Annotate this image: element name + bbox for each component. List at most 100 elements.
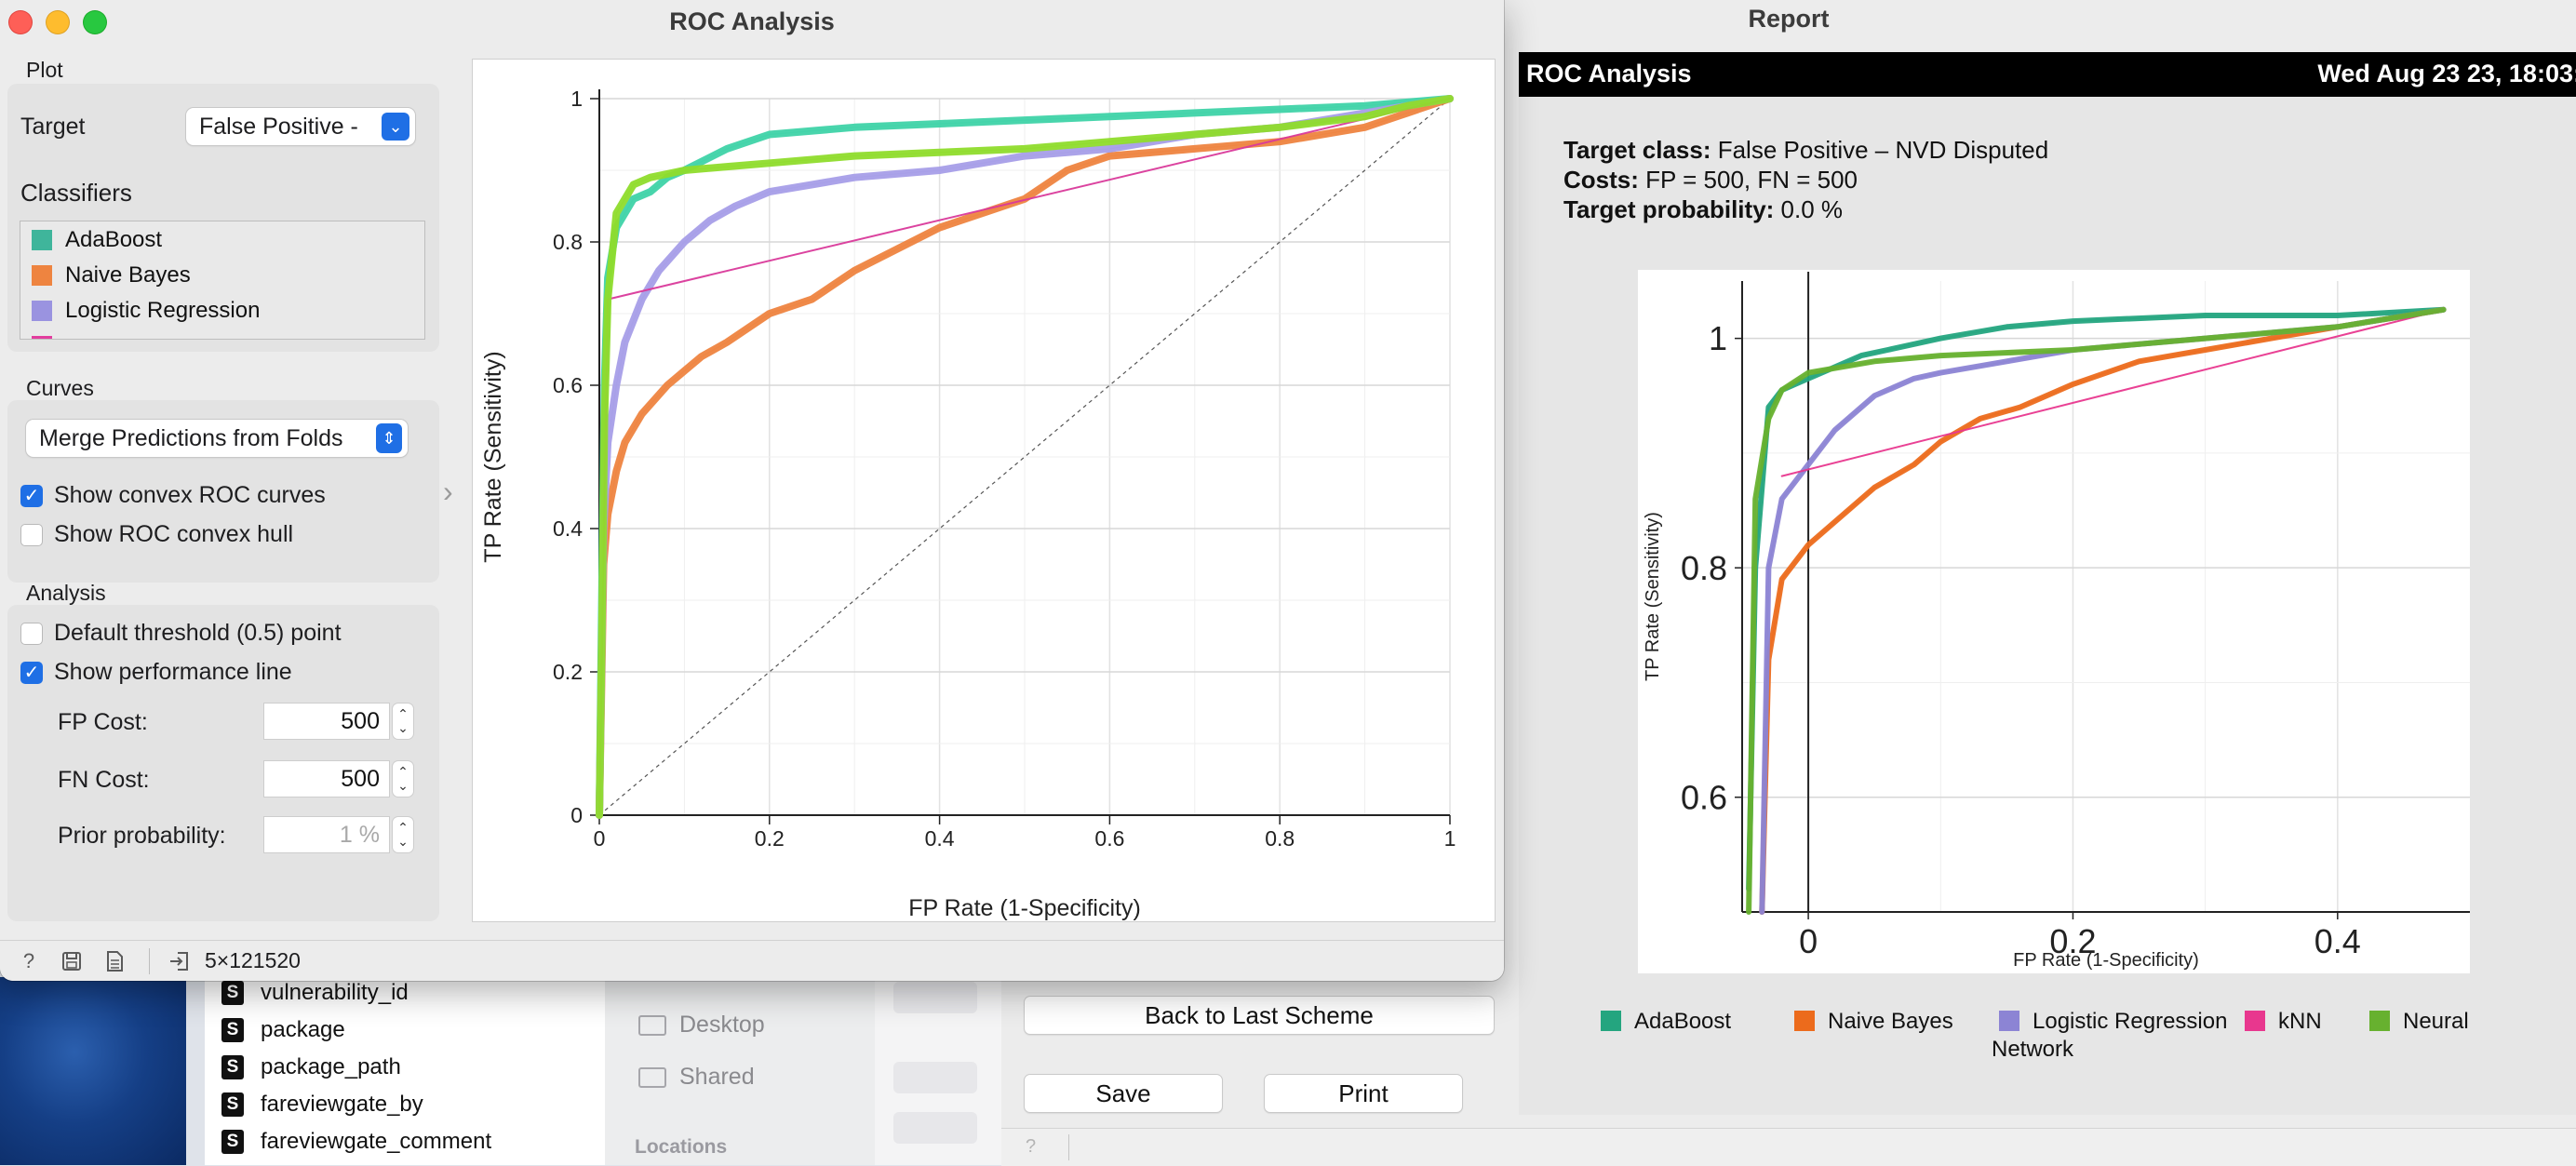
convex-roc-line [1761,309,2444,913]
string-type-icon: S [221,1055,244,1079]
close-window-button[interactable] [9,11,32,34]
curves-merge-combo[interactable]: Merge Predictions from Folds ⇕ [26,420,408,457]
report-statusbar: ? [1001,1128,2576,1166]
y-tick-label: 1 [570,87,583,111]
stepper-down-icon: ⌄ [397,778,409,793]
fp-cost-input[interactable]: 500 [264,704,389,739]
back-to-last-scheme-button[interactable]: Back to Last Scheme [1024,996,1495,1035]
stepper-down-icon: ⌄ [397,834,409,849]
chevron-down-icon: ⌄ [382,113,409,141]
stepper-up-icon: ⌃ [397,820,409,835]
color-swatch [32,336,52,339]
roc-statusbar: ? 5×121520 [0,940,1504,981]
legend-swatch [2245,1011,2265,1031]
report-body: Target class: False Positive – NVD Dispu… [1519,97,2576,1115]
fn-cost-label: FN Cost: [58,767,150,793]
legend-swatch [1794,1011,1815,1031]
legend-swatch [1999,1011,2019,1031]
help-icon[interactable]: ? [1026,1136,1037,1157]
x-tick-label: 1 [1444,826,1456,851]
show-performance-line-checkbox[interactable]: ✓ Show performance line [20,659,292,686]
print-button[interactable]: Print [1264,1074,1463,1113]
target-combo[interactable]: False Positive - ⌄ [186,108,415,145]
string-type-icon: S [221,1092,244,1117]
report-header-date: Wed Aug 23 23, 18:03:00 [2317,60,2576,87]
string-type-icon: S [221,1130,244,1154]
convex-roc-line [1761,309,2444,913]
x-tick-label: 0.2 [755,826,785,851]
save-icon[interactable] [60,950,84,972]
classifiers-list[interactable]: AdaBoost Naive Bayes Logistic Regression [20,221,424,339]
legend-item-logistic-regression: Logistic Regression [1999,1009,2227,1035]
y-tick-label: 0 [570,803,583,827]
y-tick-label: 0.8 [553,230,583,254]
list-item[interactable]: Naive Bayes [32,259,191,292]
y-tick-label: 0.2 [553,660,583,684]
save-button[interactable]: Save [1024,1074,1223,1113]
default-threshold-checkbox[interactable]: Default threshold (0.5) point [20,620,342,647]
finder-item-desktop[interactable]: Desktop [638,1012,765,1039]
show-convex-roc-checkbox[interactable]: ✓ Show convex ROC curves [20,482,326,509]
color-swatch [32,230,52,250]
curves-section-title: Curves [26,376,94,400]
minimize-window-button[interactable] [47,11,69,34]
show-convex-hull-checkbox[interactable]: Show ROC convex hull [20,521,293,548]
report-costs: Costs: FP = 500, FN = 500 [1563,166,1858,194]
collapse-panel-icon[interactable]: › [443,475,453,508]
prior-probability-label: Prior probability: [58,823,226,849]
y-tick-label: 0.6 [553,373,583,397]
roc-analysis-window: ROC Analysis Plot Target False Positive … [0,0,1504,981]
x-tick-label: 0.4 [2314,922,2361,960]
desktop-wallpaper [0,977,186,1165]
fp-cost-label: FP Cost: [58,709,148,735]
prior-probability-input[interactable]: 1 % [264,817,389,852]
y-tick-label: 1 [1709,319,1727,357]
convex-roc-line [598,98,1451,816]
target-label: Target [20,114,86,140]
stepper-up-icon: ⌃ [397,764,409,779]
list-item[interactable]: AdaBoost [32,223,162,257]
fn-cost-stepper[interactable]: ⌃ ⌄ [393,761,413,797]
color-swatch [32,301,52,321]
x-tick-label: 0.2 [2049,922,2096,960]
x-axis-label: FP Rate (1-Specificity) [908,895,1141,921]
legend-item-neural: Neural [2369,1009,2469,1035]
legend-swatch [1601,1011,1621,1031]
roc-plot-area[interactable]: 0 0.2 0.4 0.6 0.8 1 0 0.2 0.4 0.6 0.8 1 FP Rate (1-S… [473,60,1495,921]
convex-roc-line [1748,309,2444,890]
legend-item-naive-bayes: Naive Bayes [1794,1009,1953,1035]
x-tick-label: 0.8 [1265,826,1295,851]
report-buttons-area: Back to Last Scheme Save Print [1001,968,1518,1126]
roc-window-title: ROC Analysis [669,7,835,35]
x-axis-label: FP Rate (1-Specificity) [2013,950,2199,971]
help-icon[interactable]: ? [22,949,35,972]
report-header-title: ROC Analysis [1526,60,1692,87]
input-icon[interactable] [168,950,192,972]
legend-swatch [2369,1011,2390,1031]
report-icon[interactable] [102,950,127,972]
report-target-probability: Target probability: 0.0 % [1563,195,1844,223]
x-tick-label: 0.6 [1094,826,1124,851]
placeholder-bar [893,982,977,1013]
prior-probability-stepper[interactable]: ⌃ ⌄ [393,817,413,852]
finder-item-shared[interactable]: Shared [638,1064,755,1091]
list-item[interactable] [32,329,65,339]
string-type-icon: S [221,981,244,1005]
zoom-window-button[interactable] [84,11,106,34]
report-target-class: Target class: False Positive – NVD Dispu… [1563,136,2049,164]
convex-roc-line [1748,309,2444,913]
finder-sidebar: Desktop Shared Locations [605,972,875,1165]
list-item[interactable]: Logistic Regression [32,294,260,328]
fn-cost-input[interactable]: 500 [264,761,389,797]
desktop-icon [638,1014,666,1036]
fp-cost-stepper[interactable]: ⌃ ⌄ [393,704,413,739]
roc-series-line [1759,306,2447,915]
roc-chart: 0 0.2 0.4 0.6 0.8 1 0 0.2 0.4 0.6 0.8 1 FP Rate (1-S… [480,87,1456,921]
divider [1068,1134,1069,1160]
